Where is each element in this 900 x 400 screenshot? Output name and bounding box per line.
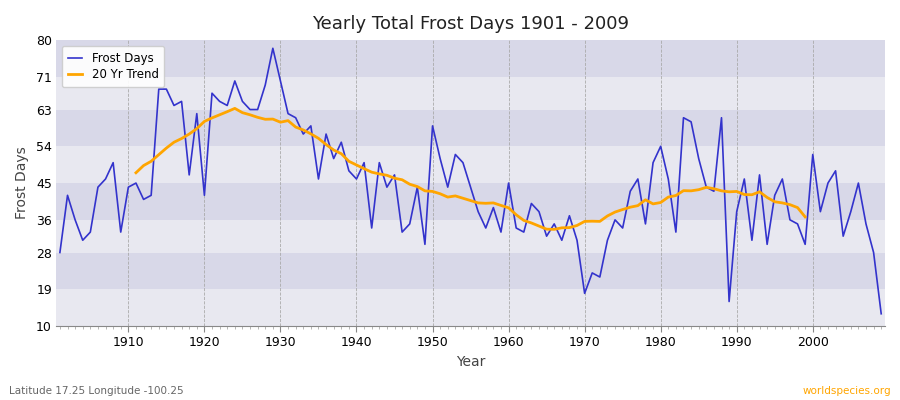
Bar <box>56 110 885 146</box>
Frost Days <box>336 140 346 145</box>
20 Yr Trend <box>549 227 560 232</box>
Y-axis label: Frost Days: Frost Days <box>15 147 29 220</box>
20 Yr Trend <box>397 177 408 182</box>
Frost Days <box>115 230 126 234</box>
20 Yr Trend <box>130 170 141 175</box>
X-axis label: Year: Year <box>456 355 485 369</box>
20 Yr Trend <box>230 106 240 111</box>
Text: Latitude 17.25 Longitude -100.25: Latitude 17.25 Longitude -100.25 <box>9 386 184 396</box>
Line: Frost Days: Frost Days <box>60 48 881 314</box>
20 Yr Trend <box>275 120 286 124</box>
Frost Days <box>511 226 522 230</box>
20 Yr Trend <box>199 119 210 124</box>
Line: 20 Yr Trend: 20 Yr Trend <box>136 108 806 229</box>
Bar <box>56 289 885 326</box>
20 Yr Trend <box>481 201 491 206</box>
Frost Days <box>267 46 278 51</box>
20 Yr Trend <box>800 214 811 219</box>
Text: worldspecies.org: worldspecies.org <box>803 386 891 396</box>
Legend: Frost Days, 20 Yr Trend: Frost Days, 20 Yr Trend <box>62 46 165 87</box>
20 Yr Trend <box>214 112 225 117</box>
Bar <box>56 252 885 289</box>
20 Yr Trend <box>739 192 750 197</box>
Frost Days <box>876 311 886 316</box>
Bar <box>56 77 885 110</box>
Frost Days <box>291 115 302 120</box>
Frost Days <box>602 238 613 243</box>
Title: Yearly Total Frost Days 1901 - 2009: Yearly Total Frost Days 1901 - 2009 <box>312 15 629 33</box>
Frost Days <box>503 181 514 186</box>
Bar <box>56 146 885 183</box>
Bar <box>56 40 885 77</box>
Bar <box>56 183 885 220</box>
Bar <box>56 220 885 252</box>
Frost Days <box>55 250 66 255</box>
